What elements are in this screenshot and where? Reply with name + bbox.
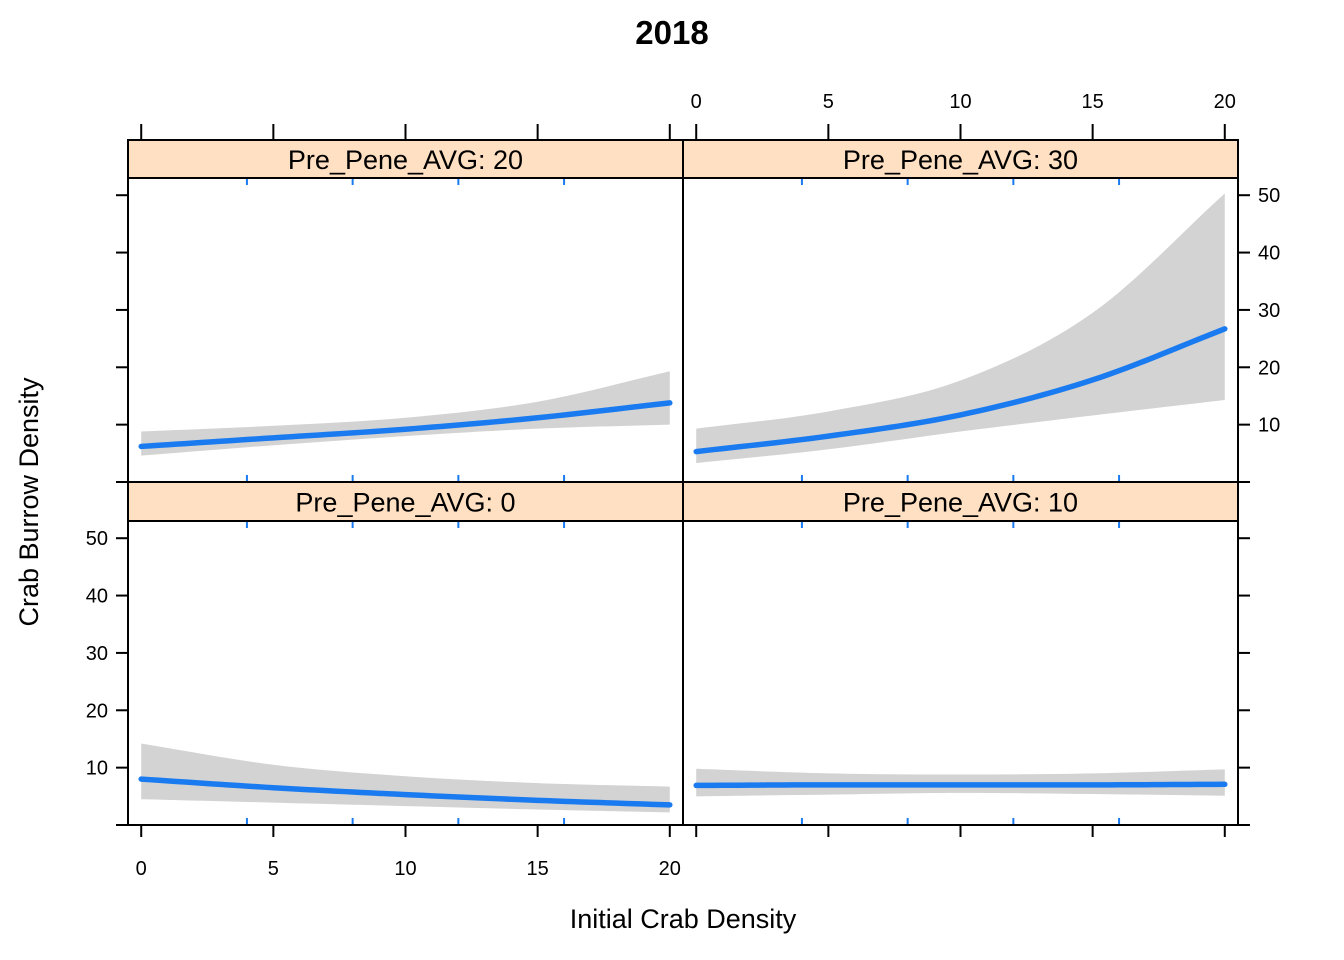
- x-tick-label-top: 20: [1214, 91, 1236, 113]
- fit-line: [693, 781, 1228, 789]
- y-tick-label-left: 20: [86, 700, 108, 722]
- y-tick-label-right: 30: [1258, 300, 1280, 322]
- confidence-band: [141, 743, 670, 813]
- panel-top-right: Pre_Pene_AVG: 30: [682, 139, 1239, 483]
- x-tick-label-top: 5: [823, 91, 834, 113]
- x-tick-label-top: 15: [1082, 91, 1104, 113]
- y-tick-label-left: 40: [86, 586, 108, 608]
- panels-layer: Pre_Pene_AVG: 20 Pre_Pene_AVG: 30 Pre_Pene…: [127, 139, 1239, 826]
- y-tick-label-right: 50: [1258, 185, 1280, 207]
- axes-layer: 10 20 30 40 50 10 20 30 40 50 0 5 10 15 20 0 5 10 15 20: [86, 91, 1281, 880]
- x-tick-label-top: 10: [949, 91, 971, 113]
- strip-bottom-left: [127, 481, 684, 522]
- x-tick-label-bottom: 0: [136, 858, 147, 880]
- panel-bottom-right: Pre_Pene_AVG: 10: [682, 481, 1239, 826]
- strip-top-right: [682, 139, 1239, 179]
- panel-top-left: Pre_Pene_AVG: 20: [127, 139, 684, 483]
- x-tick-label-bottom: 10: [394, 858, 416, 880]
- x-tick-label-bottom: 20: [659, 858, 681, 880]
- y-tick-label-right: 20: [1258, 357, 1280, 379]
- strip-label: Pre_Pene_AVG: 30: [843, 145, 1078, 175]
- y-tick-label-right: 10: [1258, 415, 1280, 437]
- confidence-band: [141, 371, 670, 456]
- strip-label: Pre_Pene_AVG: 0: [295, 488, 515, 518]
- panel-bottom-left: Pre_Pene_AVG: 0: [127, 481, 684, 826]
- y-tick-label-left: 10: [86, 758, 108, 780]
- fit-line: [693, 326, 1228, 455]
- y-tick-label-left: 30: [86, 643, 108, 665]
- y-tick-label-left: 50: [86, 528, 108, 550]
- y-tick-label-right: 40: [1258, 243, 1280, 265]
- x-axis-title: Initial Crab Density: [570, 904, 797, 934]
- x-tick-label-bottom: 15: [527, 858, 549, 880]
- chart-title: 2018: [635, 14, 708, 51]
- confidence-band: [696, 193, 1225, 464]
- strip-top-left: [127, 139, 684, 179]
- x-tick-label-top: 0: [691, 91, 702, 113]
- x-tick-label-bottom: 5: [268, 858, 279, 880]
- y-axis-title: Crab Burrow Density: [14, 377, 44, 627]
- strip-label: Pre_Pene_AVG: 10: [843, 488, 1078, 518]
- strip-label: Pre_Pene_AVG: 20: [288, 145, 523, 175]
- fit-line: [138, 400, 673, 450]
- strip-bottom-right: [682, 481, 1239, 522]
- fit-line: [138, 776, 673, 808]
